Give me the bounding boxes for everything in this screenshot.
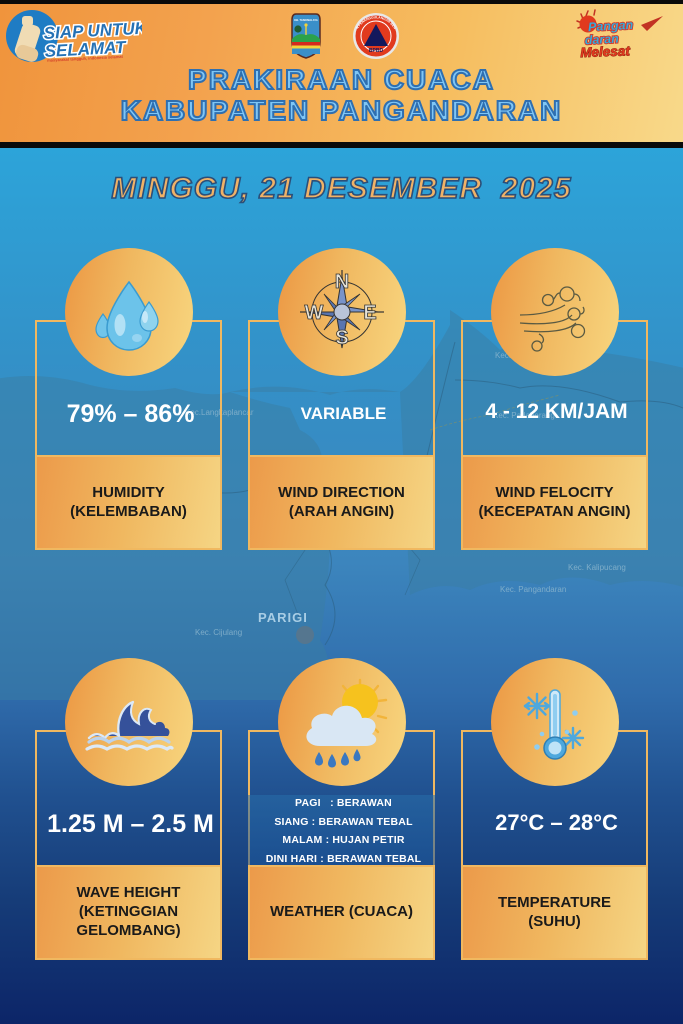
- svg-text:E: E: [363, 302, 376, 324]
- svg-text:Kec. Pangandaran: Kec. Pangandaran: [500, 585, 566, 594]
- svg-text:KB. TASIKMALAYA: KB. TASIKMALAYA: [294, 18, 318, 22]
- svg-text:BPBD: BPBD: [369, 48, 384, 54]
- svg-text:W: W: [304, 302, 323, 324]
- svg-text:N: N: [334, 271, 348, 293]
- svg-text:PARIGI: PARIGI: [258, 610, 308, 625]
- svg-text:Kec. Kalipucang: Kec. Kalipucang: [568, 563, 626, 572]
- svg-text:S: S: [335, 327, 348, 349]
- svg-text:Kec. Cijulang: Kec. Cijulang: [195, 628, 242, 637]
- svg-text:Melesat: Melesat: [580, 43, 631, 60]
